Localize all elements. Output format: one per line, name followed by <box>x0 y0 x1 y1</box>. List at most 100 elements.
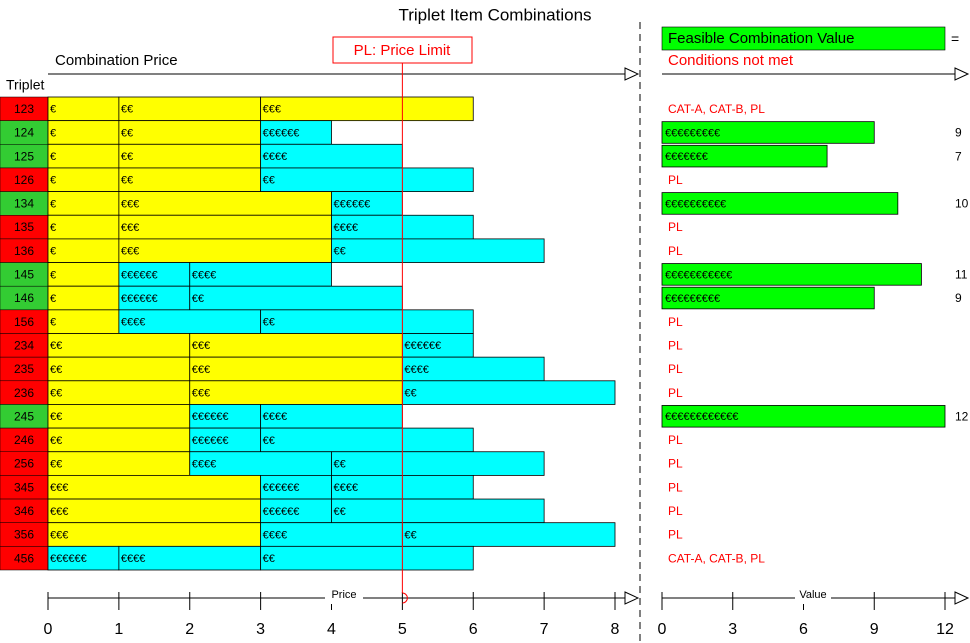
row-label: 146 <box>14 291 34 305</box>
row-label: 235 <box>14 362 34 376</box>
row-label: 145 <box>14 268 34 282</box>
value-label: 11 <box>955 268 968 282</box>
segment-label: € <box>50 104 56 116</box>
segment-label: €€€€€€ <box>50 553 87 565</box>
segment <box>189 356 403 382</box>
value-bar <box>661 405 946 428</box>
segment-label: €€€€€€ <box>334 198 371 210</box>
segment-label: €€€ <box>121 222 139 234</box>
price-axis-label: Combination Price <box>55 52 178 69</box>
arrow-head <box>954 591 970 605</box>
segment-label: € <box>50 222 56 234</box>
segment <box>331 238 545 263</box>
row-label: 126 <box>14 173 34 187</box>
segment <box>47 120 120 145</box>
segment-label: €€€€€€ <box>263 506 300 518</box>
segment-label: €€ <box>50 388 62 400</box>
label-bg <box>795 590 831 604</box>
value-bar <box>661 192 899 215</box>
segment-label: €€€€ <box>192 269 216 281</box>
condition-label: PL <box>668 386 683 400</box>
arrow-head <box>624 591 640 605</box>
segment-label: € <box>50 246 56 258</box>
segment <box>47 167 120 192</box>
segment-label: €€ <box>404 529 416 541</box>
value-label: 12 <box>955 409 969 423</box>
segment-label: € <box>50 175 56 187</box>
segment-label: € <box>50 317 56 329</box>
segment <box>47 404 191 429</box>
segment-label: €€€ <box>192 340 210 352</box>
row-label: 124 <box>14 126 34 140</box>
segment <box>47 474 262 500</box>
segment <box>47 451 191 476</box>
segment-label: € <box>50 198 56 210</box>
segment-label: €€€ <box>263 104 281 116</box>
segment <box>47 427 191 453</box>
segment-label: €€ <box>50 435 62 447</box>
price-limit-hop <box>402 592 408 604</box>
segment-label: €€ <box>334 458 346 470</box>
x-tick-label: 5 <box>398 621 407 638</box>
arrow-head <box>624 67 640 81</box>
segment <box>401 522 616 547</box>
segment <box>47 380 191 405</box>
segment <box>47 309 120 334</box>
row-label: 156 <box>14 315 34 329</box>
segment-label: €€€ <box>50 529 68 541</box>
value-label: 7 <box>955 149 962 163</box>
condition-label: PL <box>668 504 683 518</box>
condition-label: PL <box>668 362 683 376</box>
condition-label: CAT-A, CAT-B, PL <box>668 551 765 565</box>
segment <box>331 498 545 524</box>
segment <box>260 427 474 453</box>
segment-label: €€€€ <box>334 222 358 234</box>
segment <box>47 333 191 358</box>
v-tick-label: 0 <box>658 621 667 638</box>
x-tick-label: 7 <box>540 621 549 638</box>
segment-label: €€€€ <box>192 458 216 470</box>
condition-label: PL <box>668 480 683 494</box>
arrow-head <box>954 67 970 81</box>
row-label: 135 <box>14 220 34 234</box>
segment-label: €€ <box>50 340 62 352</box>
row-label: 256 <box>14 457 34 471</box>
segment-label: €€€ <box>50 482 68 494</box>
segment-label: €€€ <box>192 388 210 400</box>
segment <box>260 167 474 192</box>
row-label: 246 <box>14 433 34 447</box>
row-label: 136 <box>14 244 34 258</box>
segment <box>118 120 262 145</box>
label-bg <box>325 590 363 604</box>
segment-label: €€€ <box>192 364 210 376</box>
segment-label: €€ <box>263 175 275 187</box>
segment-label: €€€€ <box>334 482 358 494</box>
value-bar <box>661 121 875 144</box>
segment <box>47 191 120 216</box>
condition-label: PL <box>668 173 683 187</box>
segment <box>118 238 332 263</box>
segment <box>189 333 403 358</box>
value-bar-label: €€€€€€€ <box>665 151 708 163</box>
segment-label: €€€€€€ <box>263 127 300 139</box>
row-label: 134 <box>14 197 34 211</box>
x-tick-label: 0 <box>44 621 53 638</box>
segment <box>47 356 191 382</box>
segment <box>260 96 474 122</box>
segment-label: €€ <box>334 246 346 258</box>
condition-label: PL <box>668 315 683 329</box>
x-axis-label: Price <box>331 589 356 601</box>
segment <box>260 309 474 334</box>
segment-label: €€ <box>50 458 62 470</box>
segment-label: €€ <box>263 435 275 447</box>
row-label: 123 <box>14 102 34 116</box>
segment-label: €€€€€€ <box>404 340 441 352</box>
legend-swatch <box>661 26 946 51</box>
row-label: 234 <box>14 338 34 352</box>
segment-label: €€ <box>404 388 416 400</box>
segment-label: € <box>50 269 56 281</box>
segment-label: €€€€ <box>263 411 287 423</box>
legend-feasible: Feasible Combination Value <box>668 30 855 47</box>
